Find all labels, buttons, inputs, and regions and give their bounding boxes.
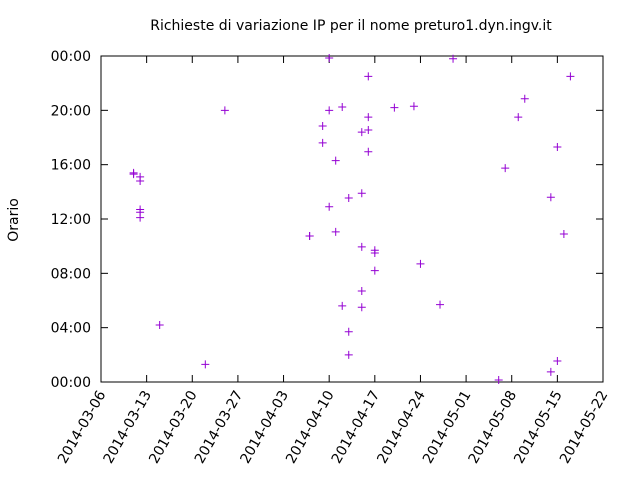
y-tick-label: 00:00 [51,49,91,65]
y-tick-label: 16:00 [51,158,91,174]
y-axis-label: Orario [6,198,22,242]
point [520,94,529,103]
point [136,213,145,222]
point [409,102,418,111]
point [566,72,575,81]
point [436,300,445,309]
point [390,103,399,112]
point [325,54,334,63]
point [501,164,510,173]
point [220,106,229,115]
point [416,259,425,268]
point [357,303,366,312]
point [325,202,334,211]
y-tick-label: 20:00 [51,103,91,119]
point [305,231,314,240]
y-tick-label: 12:00 [51,212,91,228]
point [364,147,373,156]
y-tick-label: 08:00 [51,266,91,282]
point [553,143,562,152]
point [357,189,366,198]
point [344,193,353,202]
point [494,375,503,384]
point [546,367,555,376]
point [357,128,366,137]
point [514,113,523,122]
point [155,320,164,329]
point [546,193,555,202]
y-tick-label: 00:00 [51,375,91,391]
chart-title: Richieste di variazione IP per il nome p… [150,18,552,34]
point [370,266,379,275]
point [338,301,347,310]
point [318,138,327,147]
point [357,286,366,295]
point [357,242,366,251]
point [344,327,353,336]
point [331,156,340,165]
point [449,54,458,63]
point [553,356,562,365]
point [201,360,210,369]
point [364,113,373,122]
point [344,350,353,359]
point [318,121,327,130]
point [364,126,373,135]
point [364,72,373,81]
point [129,168,138,177]
point [136,176,145,185]
point [559,229,568,238]
point [370,248,379,257]
point [338,102,347,111]
y-tick-label: 04:00 [51,321,91,337]
point [331,227,340,236]
point [325,106,334,115]
